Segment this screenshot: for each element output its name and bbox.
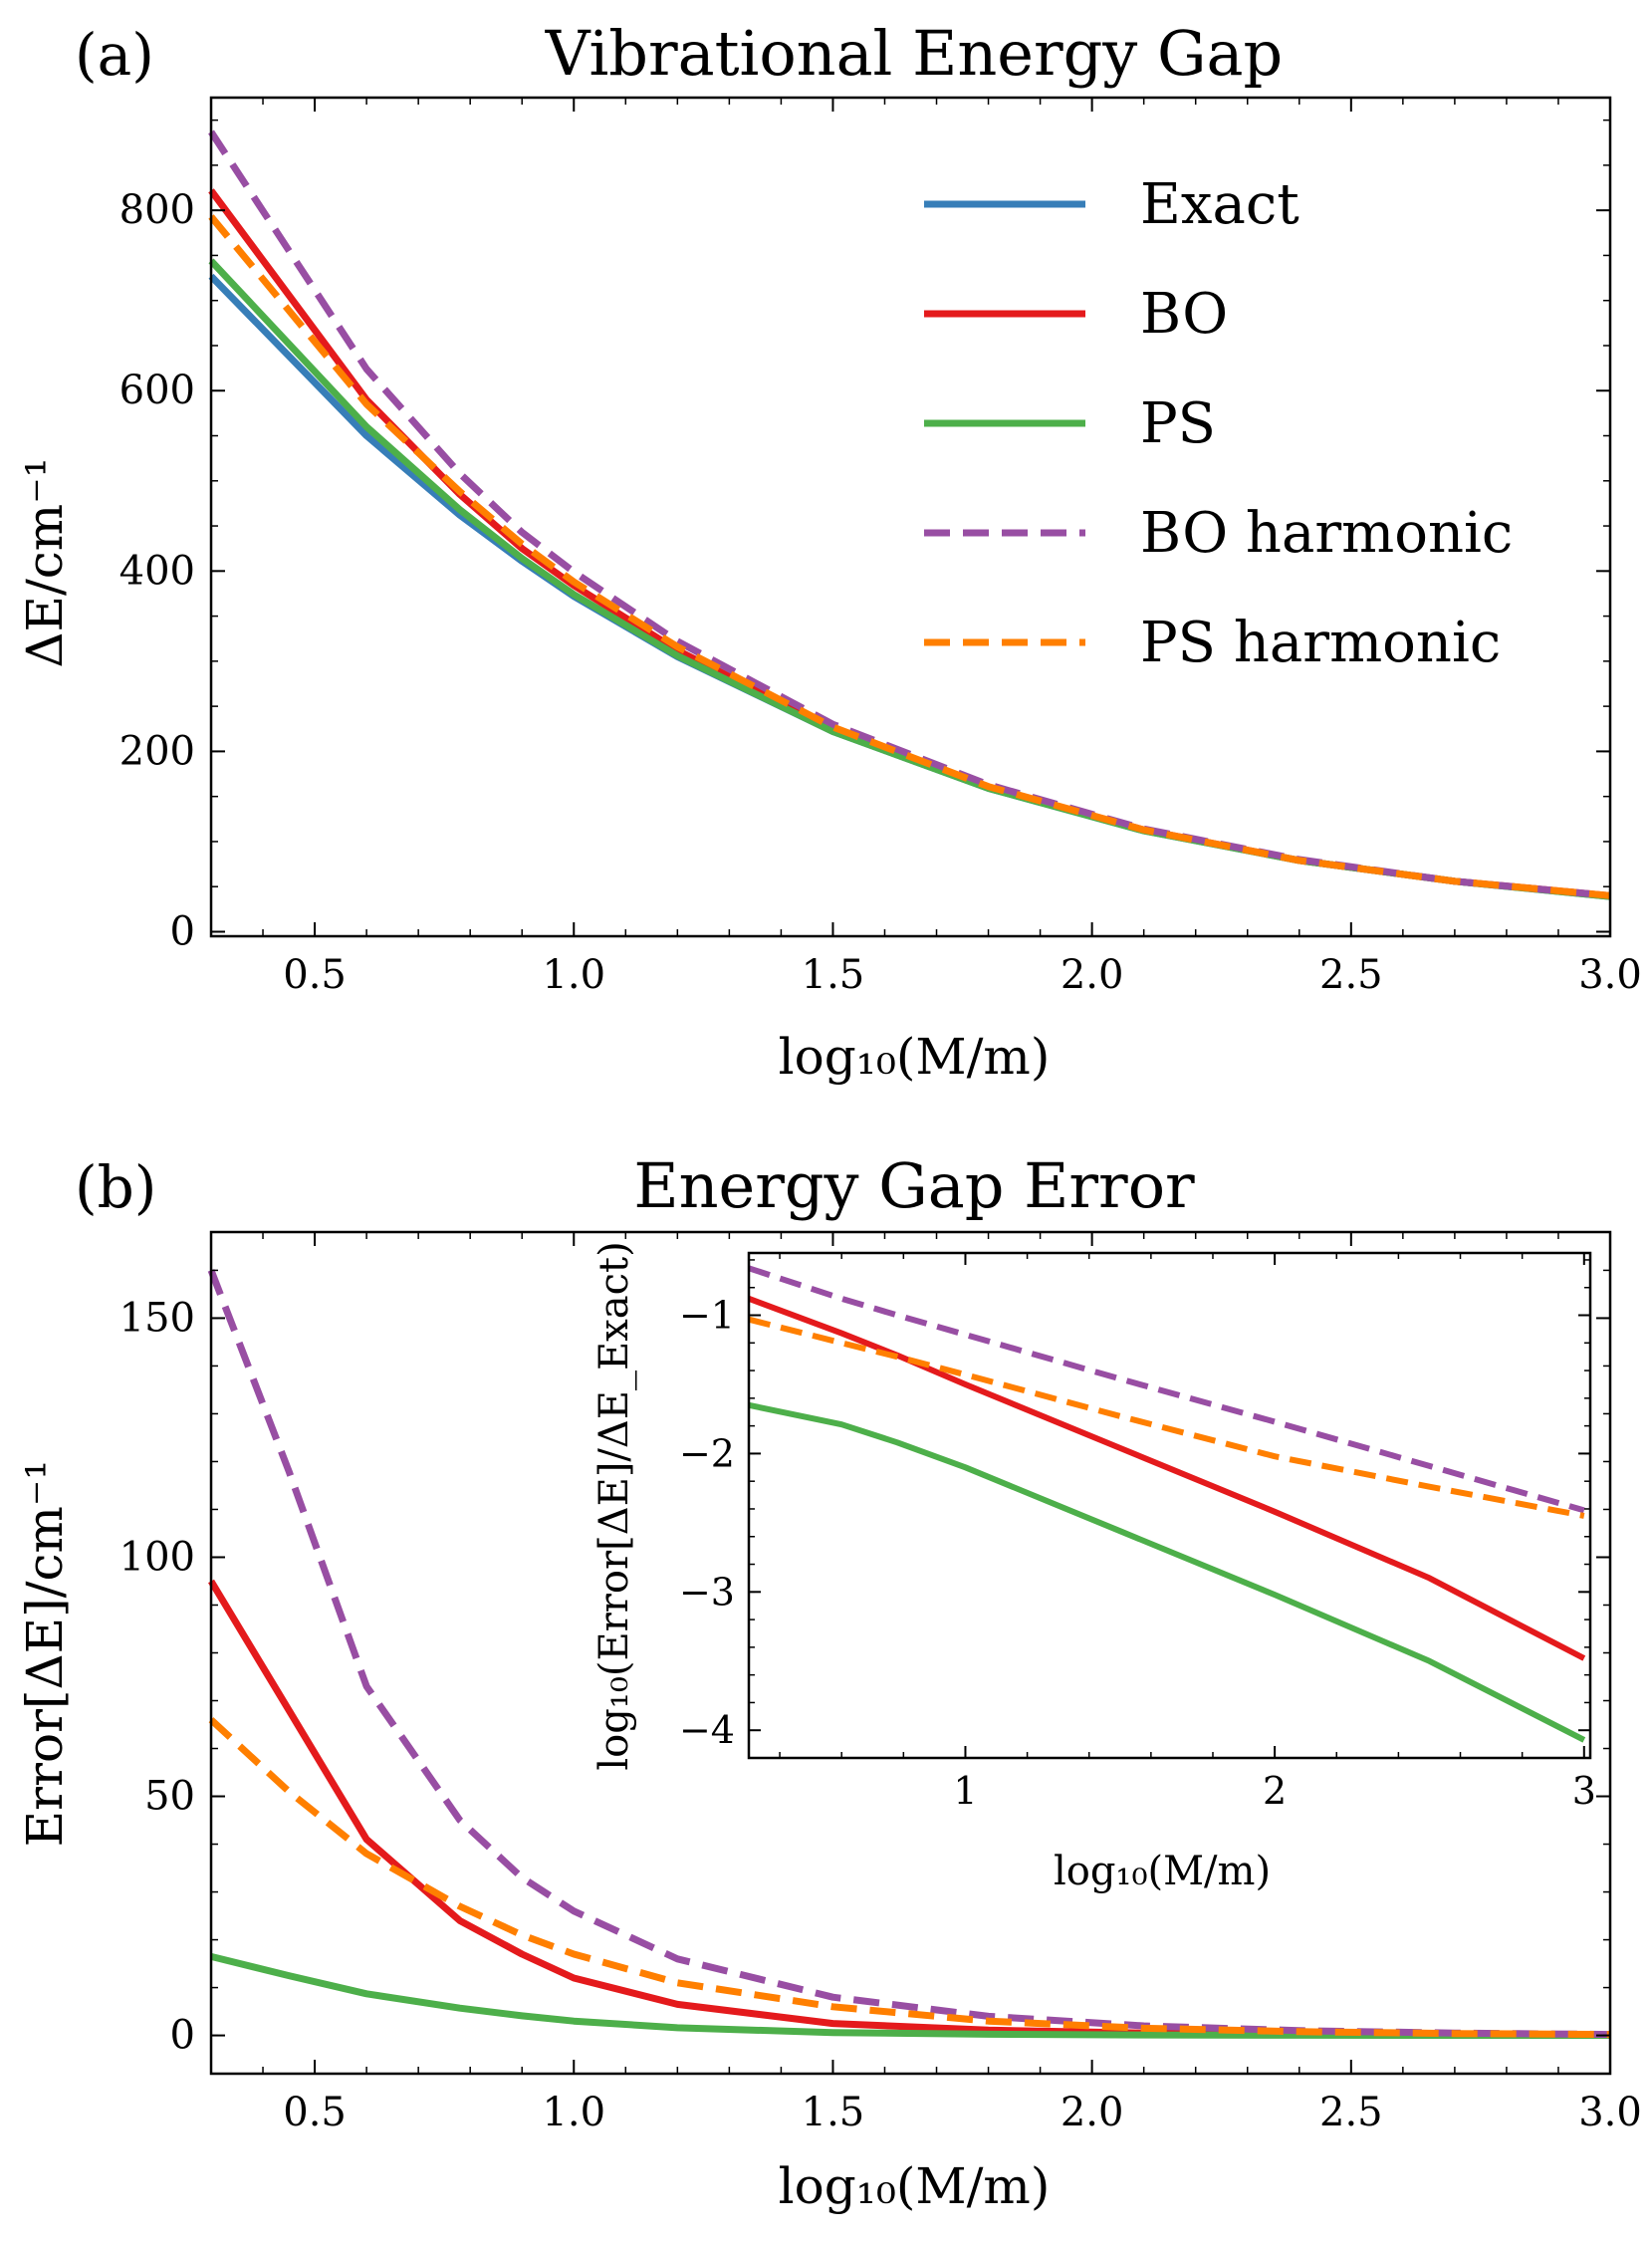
b-xtick-label: 2.5 (1319, 2090, 1383, 2135)
inset-plot-area: 1 2 3 −1 −2 −3 −4 (679, 1251, 1596, 1813)
panel-b-title: Energy Gap Error (633, 1149, 1195, 1222)
legend-item-ps-harmonic: PS harmonic (924, 611, 1501, 675)
b-xtick-label: 1.0 (542, 2090, 605, 2135)
panel-b-label: (b) (75, 1153, 156, 1221)
b-xtick-label: 1.5 (802, 2090, 865, 2135)
a-series-ps-harmonic (208, 214, 1611, 899)
legend-label-ps: PS (1140, 391, 1216, 456)
a-axes-frame (209, 96, 1612, 938)
inset-series-ps-harmonic (748, 1316, 1585, 1519)
legend-label-ps-harmonic: PS harmonic (1140, 611, 1501, 675)
inset-xtick-label: 2 (1263, 1769, 1287, 1813)
a-xtick-label: 3.0 (1578, 952, 1642, 998)
b-ytick-label: 150 (119, 1295, 195, 1341)
panel-b-plot-area: 0.5 1.0 1.5 2.0 2.5 3.0 0 50 100 150 (119, 1230, 1642, 2135)
a-ytick-label: 0 (170, 908, 195, 954)
b-series-ps-harmonic (208, 1717, 1611, 2039)
a-ytick-label: 600 (119, 368, 195, 413)
inset-ytick-label: −1 (679, 1294, 735, 1338)
b-ytick-label: 100 (119, 1534, 195, 1580)
inset-ytick-label: −4 (679, 1708, 735, 1752)
panel-b-error-chart: (b) Energy Gap Error 0.5 1.0 1.5 2.0 2.5 3.00… (16, 1149, 1642, 2215)
b-ytick-label: 0 (170, 2013, 195, 2059)
panel-b-ylabel: Error[ΔE]/cm⁻¹ (16, 1460, 74, 1848)
b-xtick-label: 3.0 (1578, 2090, 1642, 2135)
inset-axes-frame (747, 1251, 1592, 1760)
inset-background (749, 1253, 1590, 1758)
a-xtick-label: 1.0 (542, 952, 605, 998)
legend-label-exact: Exact (1140, 172, 1299, 237)
panel-b-inset: 1 2 3 −1 −2 −3 −4 log₁₀(M/m) log₁₀(Error[ΔE]/Δ… (591, 1241, 1596, 1894)
a-xtick-label: 0.5 (283, 952, 347, 998)
inset-ytick-label: −2 (679, 1431, 735, 1475)
inset-xtick-label: 3 (1572, 1769, 1596, 1813)
b-xtick-label: 2.0 (1061, 2090, 1124, 2135)
panel-a-ylabel: ΔE/cm⁻¹ (16, 457, 74, 667)
a-xtick-label: 1.5 (802, 952, 865, 998)
panel-a-energy-gap-chart: (a) Vibrational Energy Gap 0.5 1.0 1.5 2.0 2… (16, 17, 1642, 1086)
panel-a-legend: Exact BO PS BO harmonic PS harmonic (924, 172, 1513, 675)
legend-label-bo: BO (1140, 282, 1228, 347)
inset-xlabel: log₁₀(M/m) (1054, 1849, 1271, 1894)
inset-ylabel: log₁₀(Error[ΔE]/ΔE_Exact) (591, 1241, 637, 1770)
a-ytick-label: 800 (119, 187, 195, 233)
panel-a-xlabel: log₁₀(M/m) (779, 1028, 1051, 1086)
inset-series-bo-harmonic (748, 1265, 1585, 1514)
legend-item-bo: BO (924, 282, 1228, 347)
a-ytick-label: 200 (119, 728, 195, 774)
inset-ytick-label: −3 (679, 1570, 735, 1614)
b-ytick-label: 50 (144, 1774, 195, 1820)
legend-item-ps: PS (924, 391, 1216, 456)
a-xtick-label: 2.0 (1061, 952, 1124, 998)
inset-series-bo (747, 1295, 1586, 1661)
panel-a-plot-area: 0.5 1.0 1.5 2.0 2.5 3.0 0 200 400 600 800 (119, 96, 1642, 998)
inset-xtick-label: 1 (953, 1769, 977, 1813)
b-xtick-label: 0.5 (283, 2090, 347, 2135)
a-ytick-label: 400 (119, 548, 195, 594)
a-xtick-label: 2.5 (1319, 952, 1383, 998)
b-series-ps (210, 1953, 1610, 2039)
panel-b-xlabel: log₁₀(M/m) (779, 2157, 1051, 2215)
legend-label-bo-harmonic: BO harmonic (1140, 501, 1513, 566)
panel-a-title: Vibrational Energy Gap (545, 17, 1283, 90)
a-series-bo-harmonic (208, 129, 1611, 899)
panel-a-label: (a) (75, 21, 154, 89)
legend-item-bo-harmonic: BO harmonic (924, 501, 1513, 566)
inset-series-ps (748, 1401, 1586, 1743)
legend-item-exact: Exact (924, 172, 1299, 237)
